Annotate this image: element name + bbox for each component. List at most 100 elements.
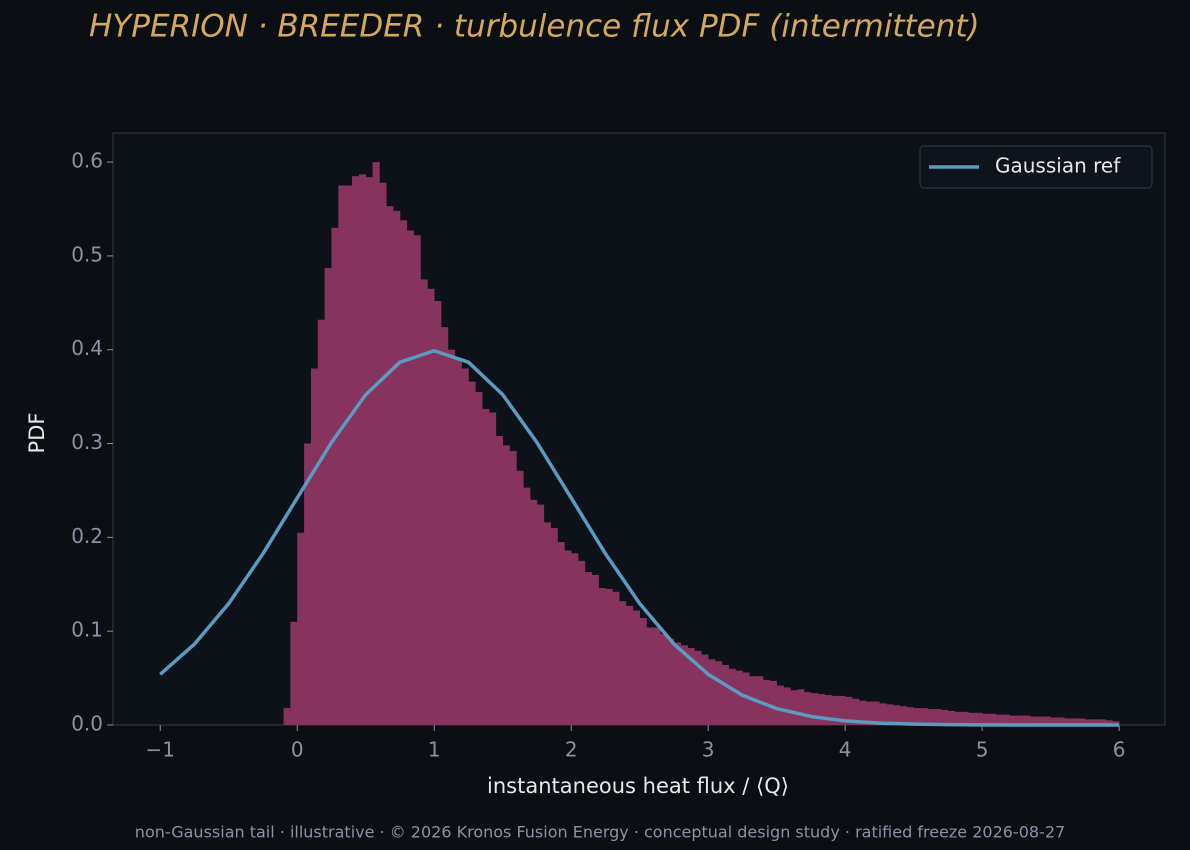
- histogram-bar: [489, 412, 497, 725]
- y-tick-label: 0.6: [71, 149, 103, 173]
- y-tick-label: 0.1: [71, 618, 103, 642]
- x-tick-label: −1: [146, 738, 175, 762]
- histogram-bar: [1016, 715, 1024, 725]
- histogram-bar: [372, 162, 380, 726]
- histogram-bar: [475, 391, 483, 725]
- histogram-bar: [858, 700, 867, 725]
- x-tick-label: 2: [565, 738, 578, 762]
- histogram-bar: [687, 648, 695, 725]
- histogram-bar: [790, 690, 798, 725]
- histogram-bar: [947, 710, 956, 725]
- histogram-bar: [605, 588, 613, 725]
- y-tick-label: 0.5: [71, 242, 103, 266]
- histogram-bar: [941, 709, 949, 725]
- x-tick-label: 4: [839, 738, 852, 762]
- histogram-bar: [1036, 716, 1045, 725]
- histogram-bar: [680, 645, 688, 725]
- histogram-bar: [530, 499, 538, 725]
- histogram-bar: [988, 713, 997, 725]
- x-tick-label: 1: [428, 738, 441, 762]
- histogram-bar: [1030, 716, 1038, 725]
- y-tick-label: 0.2: [71, 524, 103, 548]
- histogram-bar: [660, 633, 668, 725]
- histogram-bar: [399, 220, 408, 725]
- histogram-bar: [365, 177, 373, 725]
- y-tick-label: 0.4: [71, 336, 103, 360]
- histogram-bar: [653, 627, 661, 725]
- histogram-bar: [1084, 719, 1093, 725]
- y-axis-label: PDF: [25, 413, 49, 454]
- histogram-bar: [516, 470, 524, 725]
- histogram-bar: [735, 670, 743, 725]
- histogram-bar: [632, 610, 640, 725]
- histogram-bar: [954, 711, 962, 725]
- histogram-bar: [297, 532, 305, 725]
- histogram-bar: [886, 704, 894, 725]
- histogram-bar: [728, 668, 736, 725]
- histogram-bar: [495, 436, 504, 725]
- histogram-bar: [1009, 715, 1017, 725]
- histogram-bar: [831, 695, 839, 725]
- histogram-bar: [304, 443, 312, 725]
- histogram-bar: [358, 174, 367, 725]
- histogram-bar: [550, 527, 558, 725]
- histogram-bar: [290, 621, 298, 725]
- line: [159, 349, 1120, 727]
- histogram-bar: [968, 712, 976, 725]
- histogram-bar: [427, 288, 435, 725]
- histogram-bar: [578, 560, 586, 725]
- x-tick-label: 5: [976, 738, 989, 762]
- histogram-bar: [804, 692, 812, 725]
- histogram-bar: [379, 182, 387, 725]
- histogram-bar: [310, 368, 319, 725]
- histogram-bar: [961, 711, 969, 725]
- histogram-bar: [571, 553, 579, 725]
- histogram-bar: [1002, 714, 1010, 725]
- histogram-bar: [338, 185, 346, 726]
- histogram-bar: [721, 664, 730, 725]
- histogram-bar: [591, 574, 599, 725]
- histogram-bar: [852, 698, 860, 725]
- histogram-bar: [317, 319, 325, 725]
- histogram-bar: [1050, 717, 1058, 725]
- histogram-bar: [762, 679, 771, 725]
- histogram-bar: [776, 685, 784, 725]
- histogram-bar: [1057, 717, 1065, 725]
- histogram-bar: [598, 588, 606, 725]
- histogram-bar: [934, 709, 942, 725]
- x-axis-label: instantaneous heat flux / ⟨Q⟩: [487, 774, 789, 798]
- histogram-bar: [797, 689, 805, 725]
- x-tick-label: 6: [1113, 738, 1126, 762]
- histogram-bar: [324, 268, 332, 725]
- histogram-bar: [1023, 715, 1031, 725]
- histogram-bar: [1112, 721, 1120, 725]
- histogram-bar: [845, 696, 853, 725]
- histogram-bar: [920, 708, 928, 725]
- histogram-bar: [893, 705, 901, 725]
- histogram-bar: [454, 359, 462, 725]
- histogram-bar: [824, 694, 832, 725]
- histogram-bar: [345, 185, 353, 726]
- histogram-bar: [1091, 719, 1099, 725]
- histogram-bar: [1064, 718, 1072, 725]
- histogram-bar: [564, 550, 572, 725]
- histogram-bar: [612, 591, 620, 725]
- x-tick-label: 3: [702, 738, 715, 762]
- legend-label: Gaussian ref: [995, 154, 1121, 178]
- histogram-bar: [995, 714, 1003, 725]
- histogram-bar: [502, 445, 510, 725]
- histogram-bar: [331, 227, 339, 726]
- histogram-bar: [1098, 719, 1106, 725]
- histogram-bar: [982, 713, 990, 725]
- histogram-bar: [509, 451, 517, 725]
- histogram-bar: [810, 693, 819, 725]
- histogram-bar: [461, 368, 469, 725]
- histogram-bar: [1043, 716, 1051, 725]
- histogram-bar: [673, 642, 682, 725]
- histogram-bar: [557, 542, 565, 725]
- histogram-bar: [906, 707, 914, 725]
- histogram-bar: [536, 504, 545, 725]
- histogram-bar: [667, 638, 675, 725]
